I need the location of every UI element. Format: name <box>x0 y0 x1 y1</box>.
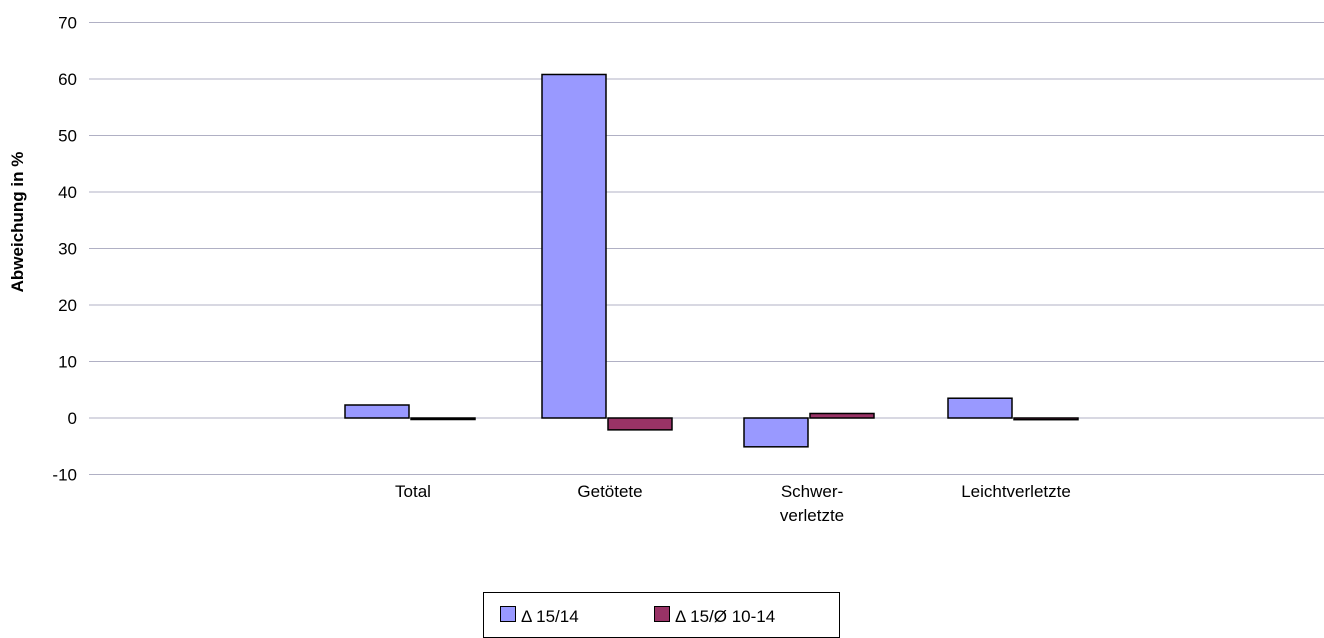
x-category-label: Total <box>395 482 431 501</box>
bar-delta-15-avg-10-14-0 <box>410 417 476 421</box>
bar-chart: -10 0 10 20 30 40 50 60 70 Total Getötete Schwer-v… <box>8 14 1324 525</box>
y-tick-label: 10 <box>58 353 77 372</box>
y-tick-label: 70 <box>58 14 77 33</box>
y-tick-label: 50 <box>58 127 77 146</box>
legend-item-series-1: Δ 15/14 <box>500 606 579 627</box>
y-tick-label: -10 <box>52 466 77 485</box>
y-axis-ticks: -10 0 10 20 30 40 50 60 70 <box>52 14 77 485</box>
legend-label-series-1: Δ 15/14 <box>521 607 579 626</box>
bar-delta-15-14-1 <box>541 73 607 419</box>
legend-label-series-2: Δ 15/Ø 10-14 <box>675 607 776 626</box>
y-tick-label: 40 <box>58 183 77 202</box>
legend-item-series-2: Δ 15/Ø 10-14 <box>654 606 776 627</box>
bar-delta-15-avg-10-14-2 <box>809 412 875 419</box>
bar-delta-15-14-0 <box>344 404 410 419</box>
bars <box>344 73 1079 448</box>
gridlines <box>89 22 1324 475</box>
legend-swatch-series-1 <box>500 606 516 622</box>
bar-delta-15-avg-10-14-3 <box>1013 417 1079 421</box>
legend-swatch-series-2 <box>654 606 670 622</box>
y-axis-label: Abweichung in % <box>8 152 27 293</box>
bar-delta-15-14-2 <box>743 417 809 448</box>
y-tick-label: 20 <box>58 296 77 315</box>
bar-delta-15-14-3 <box>947 397 1013 419</box>
y-tick-label: 0 <box>68 409 77 428</box>
x-category-label: Schwer-verletzte <box>780 482 844 525</box>
y-tick-label: 60 <box>58 70 77 89</box>
x-category-label: Getötete <box>577 482 642 501</box>
y-tick-label: 30 <box>58 240 77 259</box>
legend: Δ 15/14 Δ 15/Ø 10-14 <box>483 592 840 638</box>
bar-delta-15-avg-10-14-1 <box>607 417 673 431</box>
x-category-label: Leichtverletzte <box>961 482 1071 501</box>
x-axis-categories: Total Getötete Schwer-verletzte Leichtverle… <box>395 482 1071 525</box>
